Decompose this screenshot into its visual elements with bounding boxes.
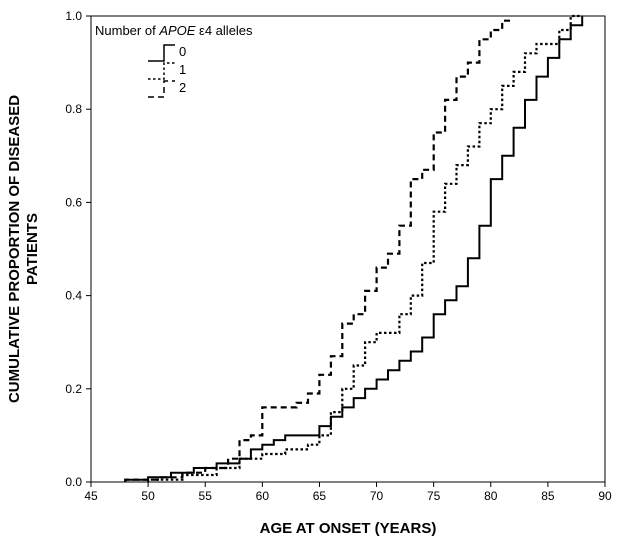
x-axis-title: AGE AT ONSET (YEARS) xyxy=(260,520,437,537)
legend-label-2: 2 xyxy=(179,80,186,95)
plot-frame xyxy=(90,15,606,483)
legend-label-1: 1 xyxy=(179,62,186,77)
legend: Number of APOE ε4 alleles 0 1 2 xyxy=(95,23,253,98)
legend-title: Number of APOE ε4 alleles xyxy=(95,23,253,38)
x-tick-label: 80 xyxy=(484,489,498,503)
x-tick-label: 85 xyxy=(541,489,555,503)
plot-border xyxy=(90,15,606,483)
y-axis-title-line-2: PATIENTS xyxy=(24,213,41,285)
x-axis-ticks: 45 50 55 60 65 70 75 80 85 90 xyxy=(84,482,612,503)
legend-title-suffix: ε4 alleles xyxy=(195,23,253,38)
legend-label-0: 0 xyxy=(179,44,186,59)
y-tick-label: 0.4 xyxy=(65,289,82,303)
y-tick-label: 0.6 xyxy=(65,195,82,209)
legend-title-prefix: Number of xyxy=(95,23,159,38)
legend-items: 0 1 2 xyxy=(148,44,186,98)
x-tick-label: 75 xyxy=(427,489,441,503)
legend-swatch-2 xyxy=(148,80,175,98)
x-tick-label: 50 xyxy=(141,489,155,503)
y-tick-label: 1.0 xyxy=(65,9,82,23)
y-tick-label: 0.2 xyxy=(65,382,82,396)
legend-title-italic: APOE xyxy=(158,23,195,38)
x-tick-label: 55 xyxy=(199,489,213,503)
y-tick-label: 0.0 xyxy=(65,475,82,489)
x-tick-label: 60 xyxy=(256,489,270,503)
x-tick-label: 65 xyxy=(313,489,327,503)
series-layer xyxy=(124,14,584,482)
legend-swatch-1 xyxy=(148,62,175,80)
x-tick-label: 45 xyxy=(84,489,98,503)
x-tick-label: 70 xyxy=(370,489,384,503)
y-tick-label: 0.8 xyxy=(65,102,82,116)
series-line-1-alleles xyxy=(147,14,583,482)
y-axis-title-line-1: CUMULATIVE PROPORTION OF DISEASED xyxy=(6,95,23,403)
legend-swatch-0 xyxy=(148,44,175,62)
x-tick-label: 90 xyxy=(598,489,612,503)
y-axis-ticks: 0.0 0.2 0.4 0.6 0.8 1.0 xyxy=(65,9,91,489)
